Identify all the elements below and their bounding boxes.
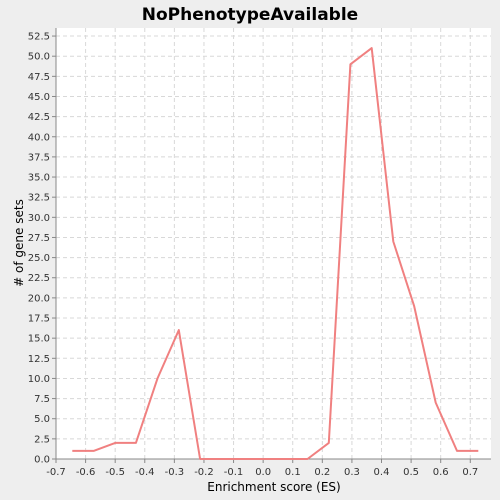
x-tick-label: -0.2 bbox=[194, 467, 214, 478]
x-tick-label: 0.2 bbox=[314, 467, 330, 478]
y-tick-label: 32.5 bbox=[28, 193, 50, 204]
x-tick-label: 0.6 bbox=[433, 467, 449, 478]
y-tick-label: 37.5 bbox=[28, 152, 50, 163]
y-tick-label: 40.0 bbox=[28, 132, 50, 143]
axes: -0.7 -0.6 -0.5 -0.4 -0.3 -0.2 -0.1 0.0 0.1 0.2 0.3… bbox=[28, 28, 491, 478]
x-tick-label: -0.1 bbox=[224, 467, 244, 478]
y-tick-label: 0.0 bbox=[34, 455, 50, 466]
y-tick-label: 35.0 bbox=[28, 173, 50, 184]
y-tick-label: 15.0 bbox=[28, 334, 50, 345]
y-tick-label: 25.0 bbox=[28, 253, 50, 264]
y-tick-label: 17.5 bbox=[28, 314, 50, 325]
x-tick-label: -0.6 bbox=[76, 467, 96, 478]
y-tick-label: 47.5 bbox=[28, 72, 50, 83]
y-axis-label: # of gene sets bbox=[12, 199, 26, 287]
x-tick-label: 0.5 bbox=[403, 467, 419, 478]
y-tick-label: 42.5 bbox=[28, 112, 50, 123]
y-tick-label: 27.5 bbox=[28, 233, 50, 244]
x-tick-label: 0.1 bbox=[285, 467, 301, 478]
x-tick-label: 0.4 bbox=[374, 467, 390, 478]
x-axis-label: Enrichment score (ES) bbox=[207, 480, 340, 494]
x-tick-label: 0.3 bbox=[344, 467, 360, 478]
x-tick-label: 0.7 bbox=[462, 467, 478, 478]
x-tick-label: -0.3 bbox=[165, 467, 185, 478]
plot-area bbox=[56, 28, 491, 459]
chart-title: NoPhenotypeAvailable bbox=[142, 5, 358, 25]
y-tick-label: 52.5 bbox=[28, 32, 50, 43]
x-tick-label: -0.5 bbox=[105, 467, 125, 478]
x-tick-label: -0.4 bbox=[135, 467, 155, 478]
y-tick-label: 30.0 bbox=[28, 213, 50, 224]
y-tick-label: 50.0 bbox=[28, 52, 50, 63]
y-tick-label: 45.0 bbox=[28, 92, 50, 103]
y-tick-label: 5.0 bbox=[34, 414, 50, 425]
x-tick-label: 0.0 bbox=[255, 467, 271, 478]
series-layer bbox=[72, 47, 479, 460]
y-tick-label: 20.0 bbox=[28, 293, 50, 304]
y-tick-label: 10.0 bbox=[28, 374, 50, 385]
gridlines bbox=[55, 28, 491, 460]
y-tick-label: 12.5 bbox=[28, 354, 50, 365]
y-tick-label: 7.5 bbox=[34, 394, 50, 405]
y-tick-label: 22.5 bbox=[28, 273, 50, 284]
x-tick-label: -0.7 bbox=[46, 467, 66, 478]
y-tick-label: 2.5 bbox=[34, 434, 50, 445]
series-line bbox=[72, 47, 479, 460]
